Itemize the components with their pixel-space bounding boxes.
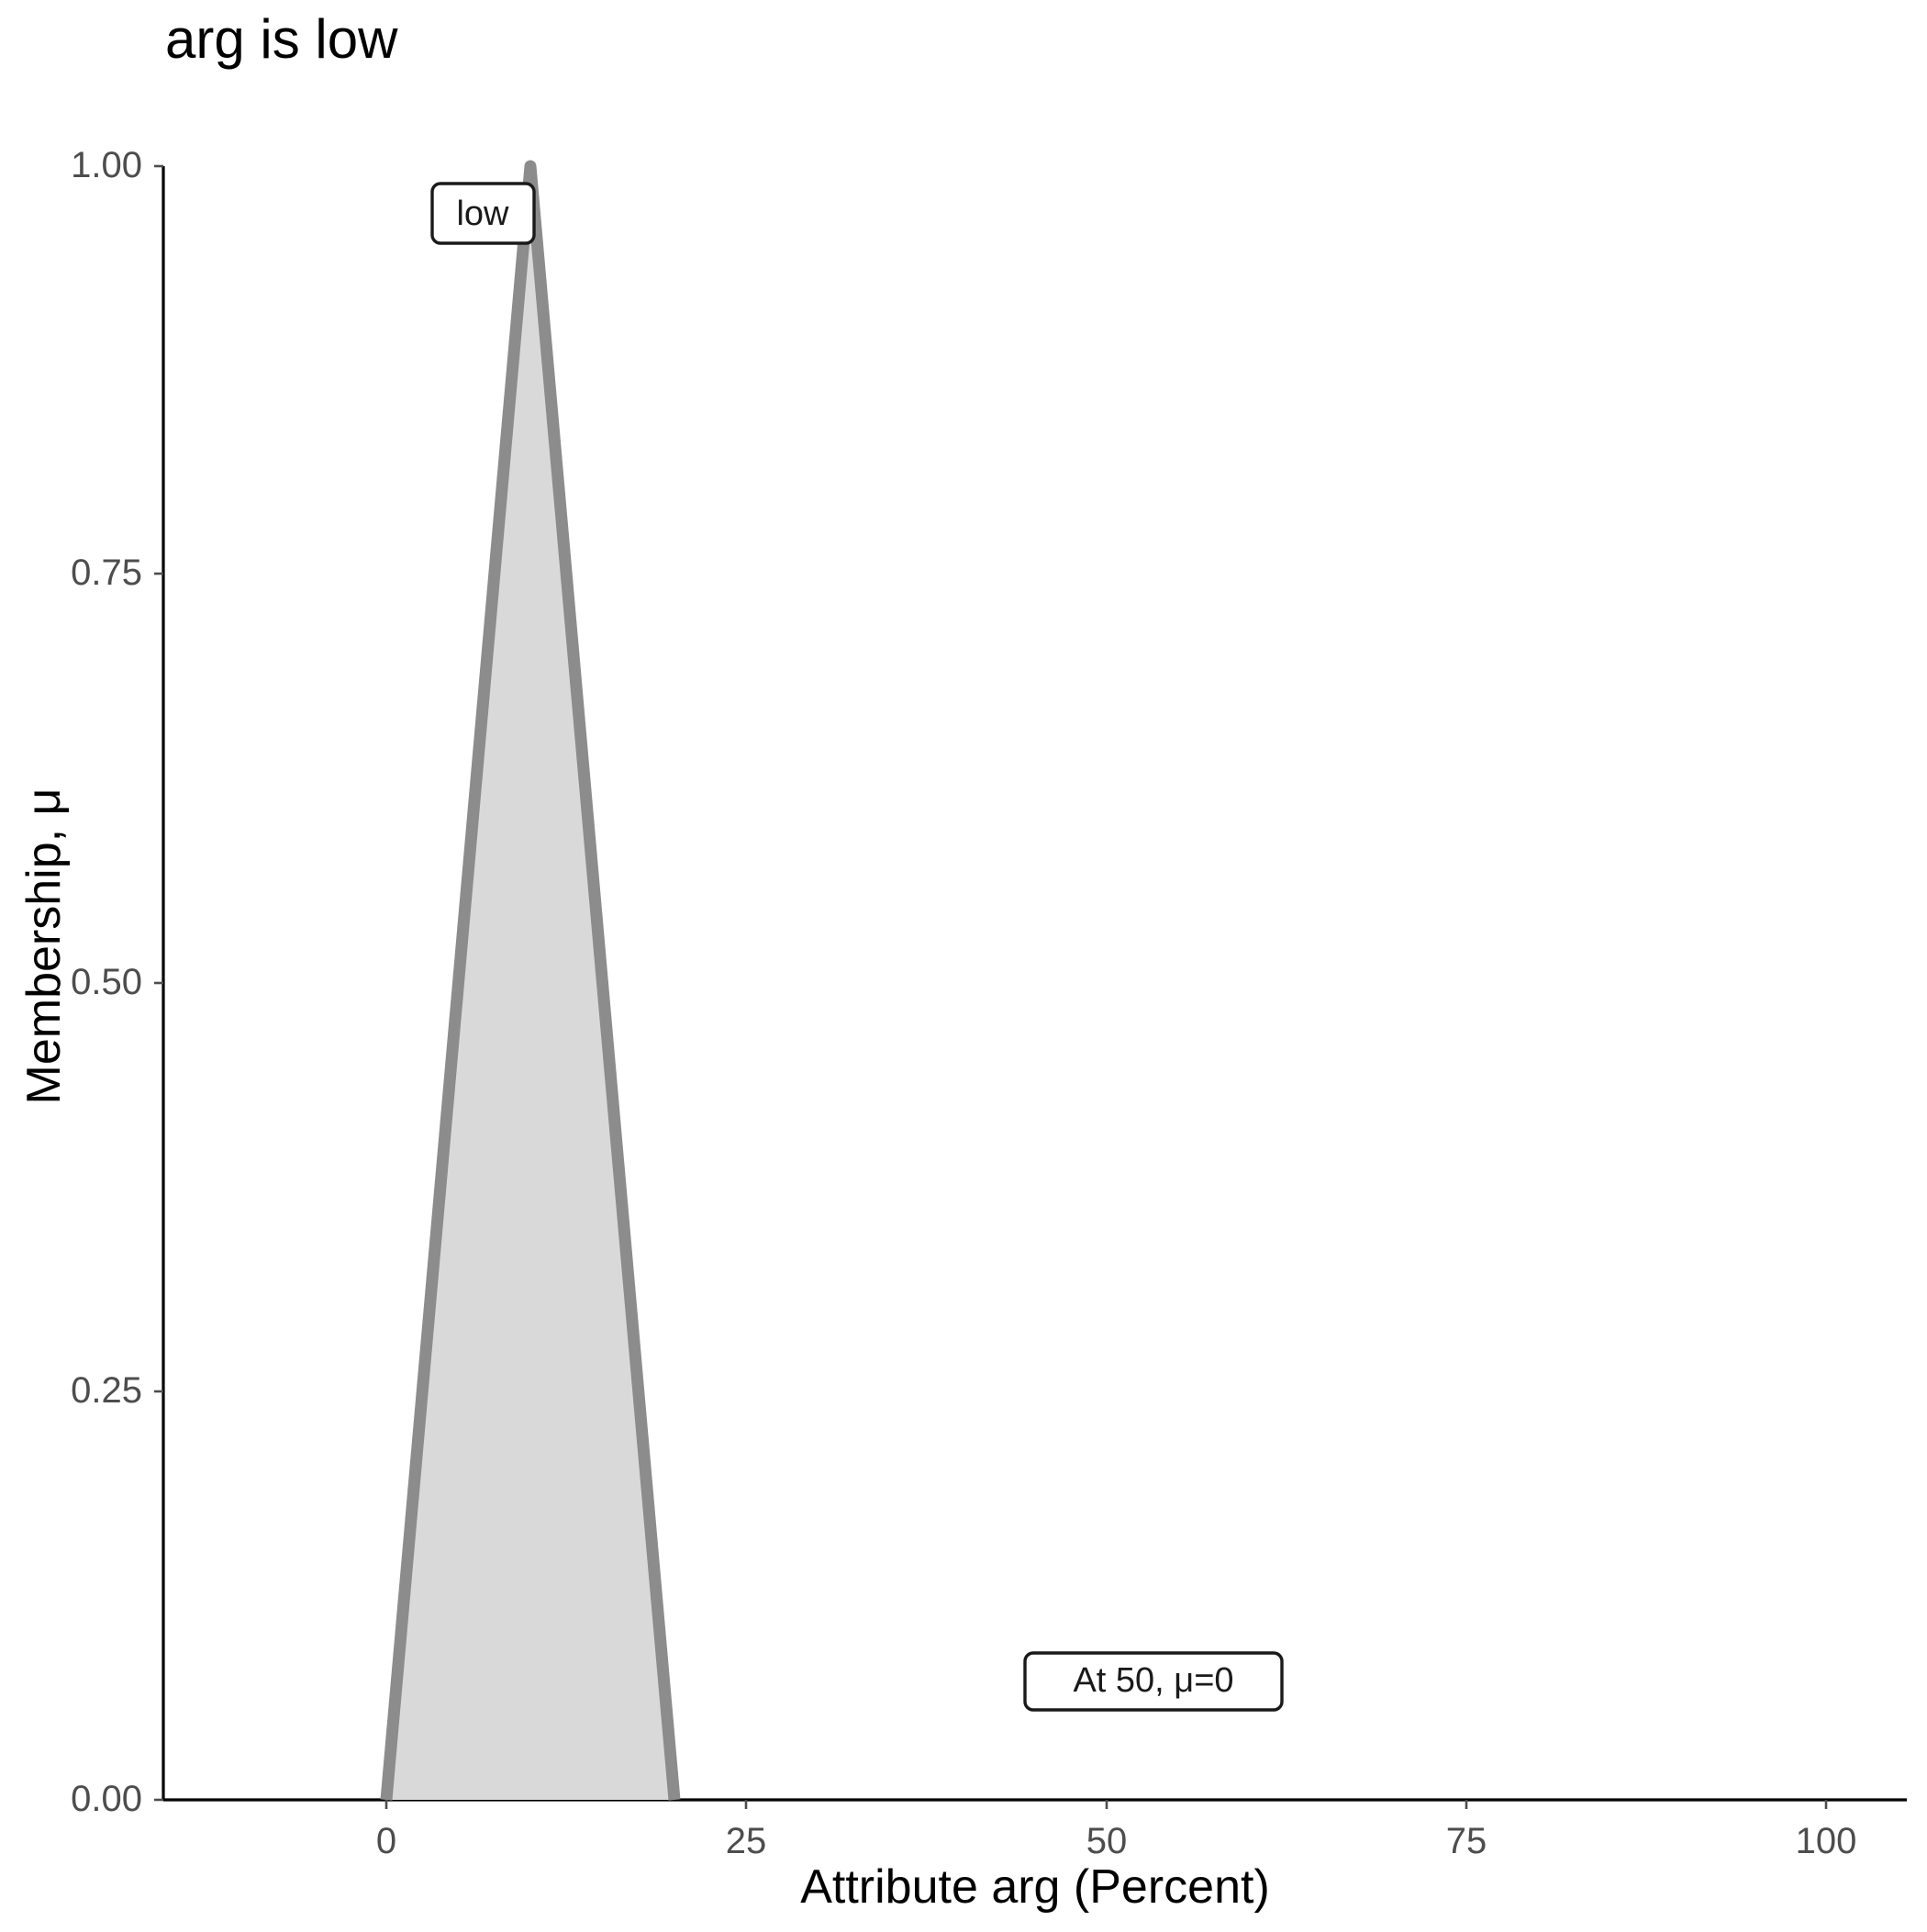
svg-text:25: 25 [726,1821,767,1861]
svg-text:0.50: 0.50 [71,962,142,1002]
svg-text:1.00: 1.00 [71,145,142,185]
svg-text:low: low [456,195,509,233]
svg-text:arg is low: arg is low [165,8,398,70]
svg-text:75: 75 [1446,1821,1487,1861]
svg-text:50: 50 [1086,1821,1128,1861]
svg-text:100: 100 [1796,1821,1857,1861]
svg-text:0.25: 0.25 [71,1370,142,1411]
svg-text:0.75: 0.75 [71,553,142,593]
svg-text:Attribute arg (Percent): Attribute arg (Percent) [800,1860,1270,1914]
svg-text:At 50, μ=0: At 50, μ=0 [1073,1661,1233,1700]
svg-text:0.00: 0.00 [71,1779,142,1819]
svg-text:Membership, μ: Membership, μ [17,788,71,1105]
svg-text:0: 0 [376,1821,396,1861]
